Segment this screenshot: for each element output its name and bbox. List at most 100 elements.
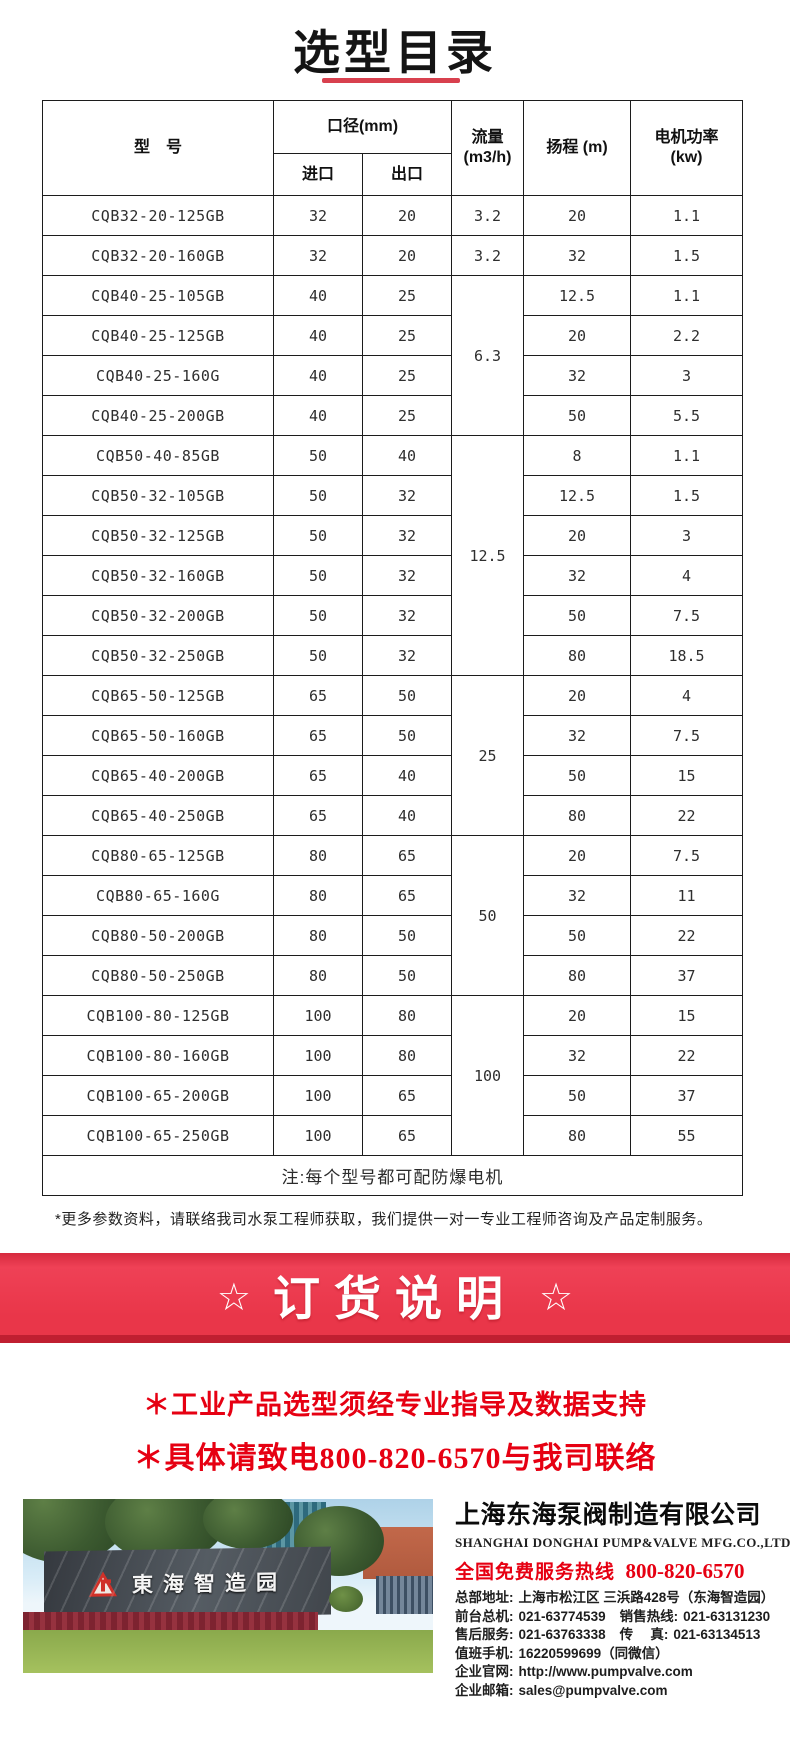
table-row: CQB50-32-160GB 50 32 32 4 (42, 555, 743, 596)
inlet-cell: 50 (273, 515, 363, 556)
power-cell: 1.1 (630, 195, 743, 236)
head-cell: 12.5 (523, 475, 631, 516)
power-cell: 5.5 (630, 395, 743, 436)
col-header-power: 电机功率 (kw) (630, 100, 743, 196)
contact-label: 前台总机: (455, 1608, 514, 1624)
table-row: CQB50-40-85GB 50 40 12.5 8 1.1 (42, 435, 743, 676)
flow-cell: 3.2 (451, 195, 524, 236)
contact-value: 021-63763338 (518, 1627, 606, 1642)
model-cell: CQB65-40-250GB (42, 795, 274, 836)
model-cell: CQB65-50-125GB (42, 675, 274, 716)
power-cell: 2.2 (630, 315, 743, 356)
outlet-cell: 80 (362, 995, 452, 1036)
flow-cell: 50 (451, 835, 524, 996)
table-row: CQB100-65-200GB 100 65 50 37 (42, 1075, 743, 1116)
inlet-cell: 50 (273, 435, 363, 476)
model-cell: CQB80-50-250GB (42, 955, 274, 996)
table-row: CQB40-25-160G 40 25 32 3 (42, 355, 743, 396)
inlet-cell: 65 (273, 755, 363, 796)
inlet-cell: 50 (273, 635, 363, 676)
company-info: 上海东海泵阀制造有限公司 SHANGHAI DONGHAI PUMP&VALVE… (455, 1495, 790, 1701)
head-cell: 80 (523, 955, 631, 996)
model-cell: CQB40-25-105GB (42, 275, 274, 316)
contact-row: 企业邮箱: sales@pumpvalve.com (455, 1682, 770, 1701)
col-header-inlet: 进口 (273, 153, 363, 196)
power-cell: 7.5 (630, 835, 743, 876)
head-cell: 32 (523, 1035, 631, 1076)
pump-selection-table: 型 号 口径(mm) 流量 (m3/h) 扬程 (m) 电机功率 (kw) 进口… (42, 100, 743, 1196)
table-row: CQB65-40-250GB 65 40 80 22 (42, 795, 743, 836)
contact-row: 前台总机: 021-63774539 销售热线: 021-63131230 (455, 1608, 770, 1627)
contact-value: 16220599699（同微信） (518, 1645, 669, 1661)
head-cell: 80 (523, 635, 631, 676)
tree (203, 1499, 294, 1549)
model-cell: CQB100-65-250GB (42, 1115, 274, 1156)
table-row: CQB40-25-105GB 40 25 6.3 12.5 1.1 (42, 275, 743, 436)
banner-title: 订货说明 (273, 1271, 517, 1325)
inlet-cell: 80 (273, 915, 363, 956)
outlet-cell: 32 (362, 635, 452, 676)
inlet-cell: 100 (273, 1035, 363, 1076)
power-cell: 22 (630, 795, 743, 836)
power-cell: 3 (630, 355, 743, 396)
contact-row: 值班手机: 16220599699（同微信） (455, 1645, 770, 1664)
star-icon: ☆ (539, 1277, 574, 1319)
outlet-cell: 65 (362, 875, 452, 916)
inlet-cell: 100 (273, 995, 363, 1036)
company-name: 上海东海泵阀制造有限公司 (455, 1501, 762, 1529)
model-cell: CQB32-20-125GB (42, 195, 274, 236)
footnote-text: *更多参数资料，请联络我司水泵工程师获取，我们提供一对一专业工程师咨询及产品定制… (55, 1211, 713, 1228)
model-cell: CQB80-50-200GB (42, 915, 274, 956)
hotline-number: 800-820-6570 (625, 1559, 745, 1583)
head-cell: 20 (523, 995, 631, 1036)
model-cell: CQB50-32-125GB (42, 515, 274, 556)
head-cell: 20 (523, 515, 631, 556)
table-row: CQB32-20-125GB 32 20 3.2 20 1.1 (42, 195, 743, 236)
park-sign-wall: 東海智造园 (43, 1546, 331, 1620)
inlet-cell: 50 (273, 555, 363, 596)
flow-cell: 3.2 (451, 235, 524, 276)
ordering-instructions-banner: ☆ 订货说明 ☆ (0, 1253, 790, 1343)
outlet-cell: 50 (362, 675, 452, 716)
model-cell: CQB65-50-160GB (42, 715, 274, 756)
outlet-cell: 32 (362, 595, 452, 636)
table-row: CQB65-40-200GB 65 40 50 15 (42, 755, 743, 796)
table-row: CQB40-25-125GB 40 25 20 2.2 (42, 315, 743, 356)
inlet-cell: 80 (273, 835, 363, 876)
power-cell: 4 (630, 675, 743, 716)
power-cell: 1.5 (630, 475, 743, 516)
power-cell: 22 (630, 915, 743, 956)
table-row: CQB50-32-250GB 50 32 80 18.5 (42, 635, 743, 676)
contact-label: 售后服务: (455, 1627, 514, 1642)
power-cell: 1.1 (630, 435, 743, 476)
head-cell: 32 (523, 875, 631, 916)
outlet-cell: 25 (362, 275, 452, 316)
power-cell: 37 (630, 1075, 743, 1116)
model-cell: CQB100-80-160GB (42, 1035, 274, 1076)
col-header-diameter: 口径(mm) (273, 100, 452, 154)
table-row: CQB80-65-160G 80 65 32 11 (42, 875, 743, 916)
power-cell: 15 (630, 755, 743, 796)
power-cell: 1.5 (630, 235, 743, 276)
inlet-cell: 40 (273, 395, 363, 436)
power-cell: 15 (630, 995, 743, 1036)
contact-label: 企业邮箱: (455, 1682, 514, 1698)
head-cell: 32 (523, 555, 631, 596)
contact-link[interactable]: sales@pumpvalve.com (518, 1682, 668, 1698)
head-cell: 32 (523, 715, 631, 756)
outlet-cell: 50 (362, 915, 452, 956)
inlet-cell: 65 (273, 795, 363, 836)
head-cell: 32 (523, 355, 631, 396)
outlet-cell: 25 (362, 315, 452, 356)
contact-link[interactable]: http://www.pumpvalve.com (518, 1664, 693, 1679)
flow-cell: 12.5 (451, 435, 524, 676)
contact-value: 021-63774539 (518, 1608, 606, 1624)
table-row: CQB80-50-250GB 80 50 80 37 (42, 955, 743, 996)
title-underline-divider (322, 78, 460, 83)
outlet-cell: 40 (362, 755, 452, 796)
inlet-cell: 50 (273, 595, 363, 636)
lawn (23, 1629, 433, 1673)
col-header-model: 型 号 (42, 100, 274, 196)
power-cell: 4 (630, 555, 743, 596)
